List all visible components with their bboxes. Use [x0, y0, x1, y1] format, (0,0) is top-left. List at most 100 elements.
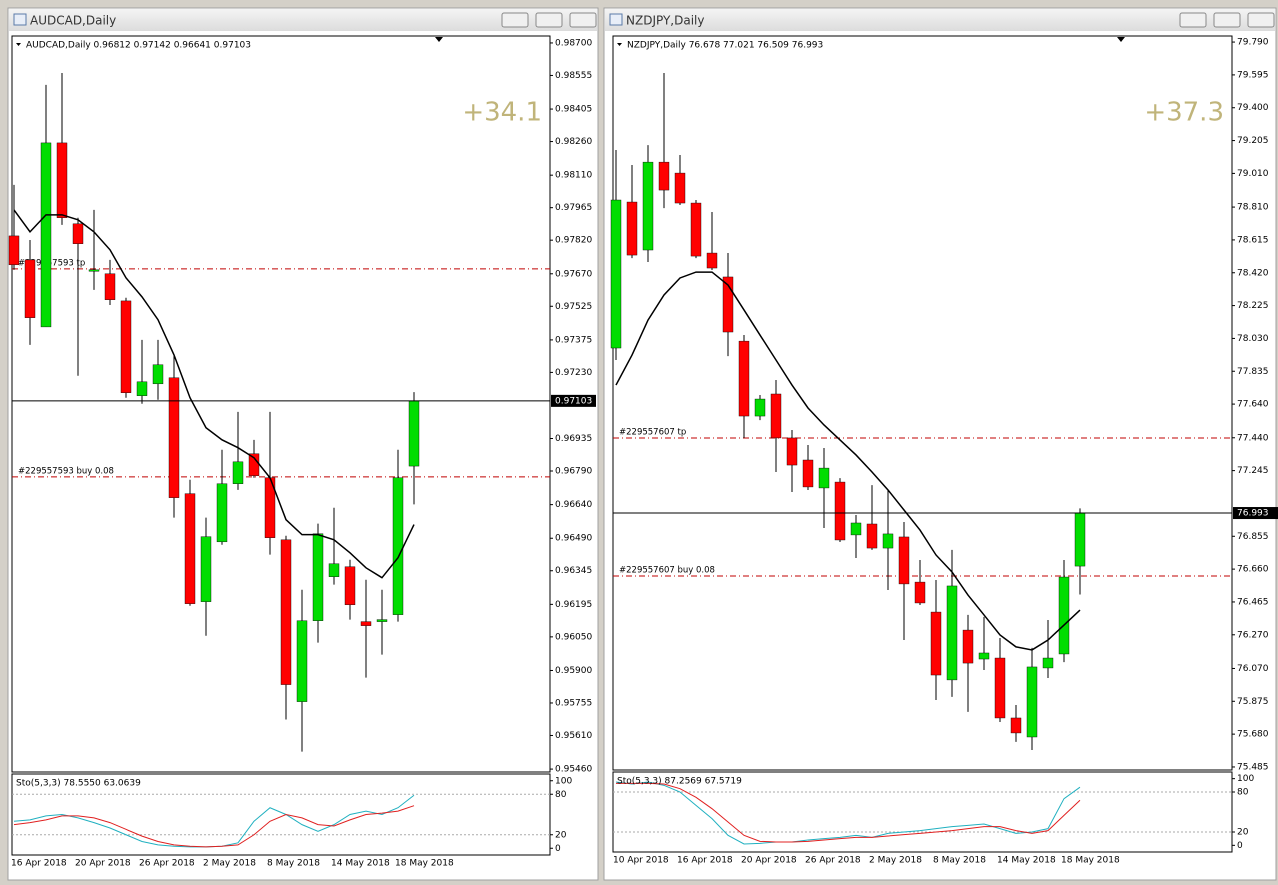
- y-tick-label: 77.835: [1237, 367, 1269, 377]
- restore-button[interactable]: [535, 12, 563, 28]
- candle-body: [168, 377, 180, 498]
- candle-body: [786, 437, 798, 466]
- candle-body: [690, 202, 702, 257]
- candle-body: [360, 621, 372, 626]
- y-tick-label: 75.875: [1237, 697, 1269, 707]
- y-tick-label: 0.96790: [555, 467, 592, 477]
- current-price-box: [1233, 507, 1278, 520]
- x-tick-label: 26 Apr 2018: [139, 859, 195, 869]
- y-tick-label: 0.97230: [555, 368, 592, 378]
- candle-body: [962, 629, 974, 664]
- minimize-button[interactable]: [501, 12, 529, 28]
- candle-body: [722, 276, 734, 333]
- y-tick-label: 0.96050: [555, 632, 592, 642]
- y-tick-label: 0.96490: [555, 534, 592, 544]
- candle-body: [72, 223, 84, 244]
- indicator-tick-label: 100: [1237, 774, 1254, 784]
- candle-body: [56, 142, 68, 218]
- y-tick-label: 0.98110: [555, 171, 592, 181]
- chart-info: NZDJPY,Daily 76.678 77.021 76.509 76.993: [627, 41, 823, 51]
- candle-body: [610, 199, 622, 349]
- close-button[interactable]: [569, 12, 597, 28]
- title-bar: [605, 9, 1275, 31]
- candle-body: [1010, 717, 1022, 734]
- restore-button[interactable]: [1213, 12, 1241, 28]
- candle-body: [120, 300, 132, 393]
- y-tick-label: 79.205: [1237, 136, 1269, 146]
- y-tick-label: 0.98555: [555, 71, 592, 81]
- y-tick-label: 78.030: [1237, 334, 1269, 344]
- y-tick-label: 0.98700: [555, 38, 592, 48]
- x-tick-label: 14 May 2018: [997, 856, 1056, 866]
- x-tick-label: 14 May 2018: [331, 859, 390, 869]
- y-tick-label: 75.485: [1237, 762, 1269, 772]
- minimize-button[interactable]: [1179, 12, 1207, 28]
- stochastic-line: [13, 805, 415, 848]
- x-tick-label: 20 Apr 2018: [75, 859, 131, 869]
- y-tick-label: 78.615: [1237, 235, 1269, 245]
- menu-arrow: [16, 43, 21, 46]
- candle-body: [866, 523, 878, 549]
- candle-body: [1074, 512, 1086, 567]
- order-label: #229557607 tp: [619, 427, 686, 437]
- x-tick-label: 18 May 2018: [1061, 856, 1120, 866]
- x-tick-label: 16 Apr 2018: [677, 856, 733, 866]
- y-tick-label: 0.95755: [555, 698, 592, 708]
- y-tick-label: 0.97965: [555, 203, 592, 213]
- y-tick-label: 0.95900: [555, 666, 592, 676]
- order-label: #229557593 tp: [18, 258, 85, 268]
- candle-body: [104, 273, 116, 300]
- close-button[interactable]: [1247, 12, 1275, 28]
- moving-average: [13, 209, 415, 579]
- x-tick-label: 18 May 2018: [395, 859, 454, 869]
- candle-body: [626, 201, 638, 256]
- y-tick-label: 0.98260: [555, 137, 592, 147]
- y-tick-label: 77.245: [1237, 466, 1269, 476]
- y-tick-label: 0.97375: [555, 335, 592, 345]
- y-tick-label: 79.595: [1237, 70, 1269, 80]
- candle-body: [802, 459, 814, 488]
- candle-body: [408, 400, 420, 467]
- y-tick-label: 0.96640: [555, 500, 592, 510]
- candle-body: [392, 477, 404, 615]
- y-tick-label: 76.465: [1237, 597, 1269, 607]
- price-plot: [612, 35, 1233, 771]
- profit: +37.3: [1144, 98, 1224, 128]
- indicator-tick-label: 20: [1237, 828, 1249, 838]
- window-icon: [13, 13, 27, 26]
- profit: +34.1: [462, 98, 542, 128]
- candle-body: [376, 619, 388, 622]
- current-price-label: 76.993: [1237, 509, 1269, 519]
- shift-marker: [1117, 37, 1125, 42]
- candle-body: [754, 398, 766, 417]
- shift-marker: [435, 37, 443, 42]
- y-tick-label: 0.96935: [555, 434, 592, 444]
- y-tick-label: 79.790: [1237, 38, 1269, 48]
- y-tick-label: 79.400: [1237, 103, 1269, 113]
- candle-body: [296, 620, 308, 702]
- order-label: #229557607 buy 0.08: [619, 566, 715, 576]
- indicator-tick-label: 0: [1237, 841, 1243, 851]
- candle-body: [994, 657, 1006, 719]
- y-tick-label: 76.660: [1237, 565, 1269, 575]
- x-tick-label: 2 May 2018: [203, 859, 256, 869]
- candle-body: [232, 461, 244, 484]
- y-tick-label: 78.810: [1237, 203, 1269, 213]
- candle-body: [706, 252, 718, 269]
- y-tick-label: 77.640: [1237, 400, 1269, 410]
- x-tick-label: 2 May 2018: [869, 856, 922, 866]
- candle-body: [834, 481, 846, 541]
- candle-body: [658, 161, 670, 191]
- x-tick-label: 10 Apr 2018: [613, 856, 669, 866]
- title-bar: [9, 9, 597, 31]
- y-tick-label: 0.97670: [555, 269, 592, 279]
- candle-body: [850, 522, 862, 536]
- candle-body: [914, 581, 926, 604]
- y-tick-label: 79.010: [1237, 169, 1269, 179]
- current-price-box: [551, 394, 596, 407]
- candle-body: [88, 269, 100, 272]
- candle-body: [8, 235, 20, 266]
- order-label: #229557593 buy 0.08: [18, 466, 114, 476]
- candle-body: [978, 652, 990, 660]
